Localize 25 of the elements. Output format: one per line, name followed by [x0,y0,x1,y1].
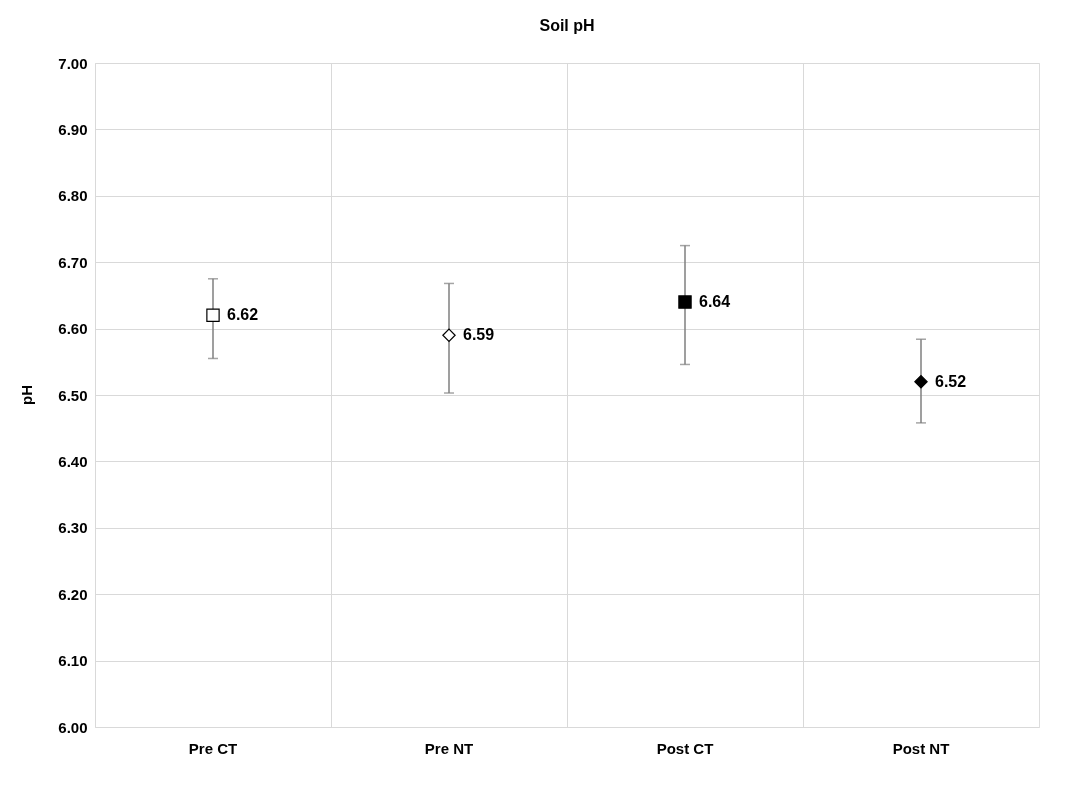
y-tick-label: 6.10 [58,652,88,670]
point [678,295,692,309]
y-tick-label: 6.20 [58,585,88,603]
y-tick-label: 6.70 [58,253,88,271]
data-label: 6.59 [463,326,495,344]
y-tick-label: 6.90 [58,120,88,138]
x-tick-label: Pre CT [188,739,238,757]
y-tick-label: 7.00 [58,54,88,72]
x-tick-label: Post NT [892,739,950,757]
y-tick-label: 6.00 [58,718,88,736]
x-tick-label: Post CT [656,739,714,757]
chart-title: Soil pH [539,17,595,34]
y-tick-label: 6.60 [58,320,88,338]
data-label: 6.64 [699,293,731,311]
y-axis-title: pH [18,385,35,405]
y-tick-label: 6.40 [58,452,88,470]
point [442,328,456,342]
data-label: 6.52 [935,372,967,390]
y-tick-label: 6.30 [58,519,88,537]
point [914,375,928,389]
y-tick-label: 6.50 [58,386,88,404]
x-tick-label: Pre NT [424,739,474,757]
data-label: 6.62 [227,306,259,324]
y-tick-label: 6.80 [58,187,88,205]
point [206,308,220,323]
